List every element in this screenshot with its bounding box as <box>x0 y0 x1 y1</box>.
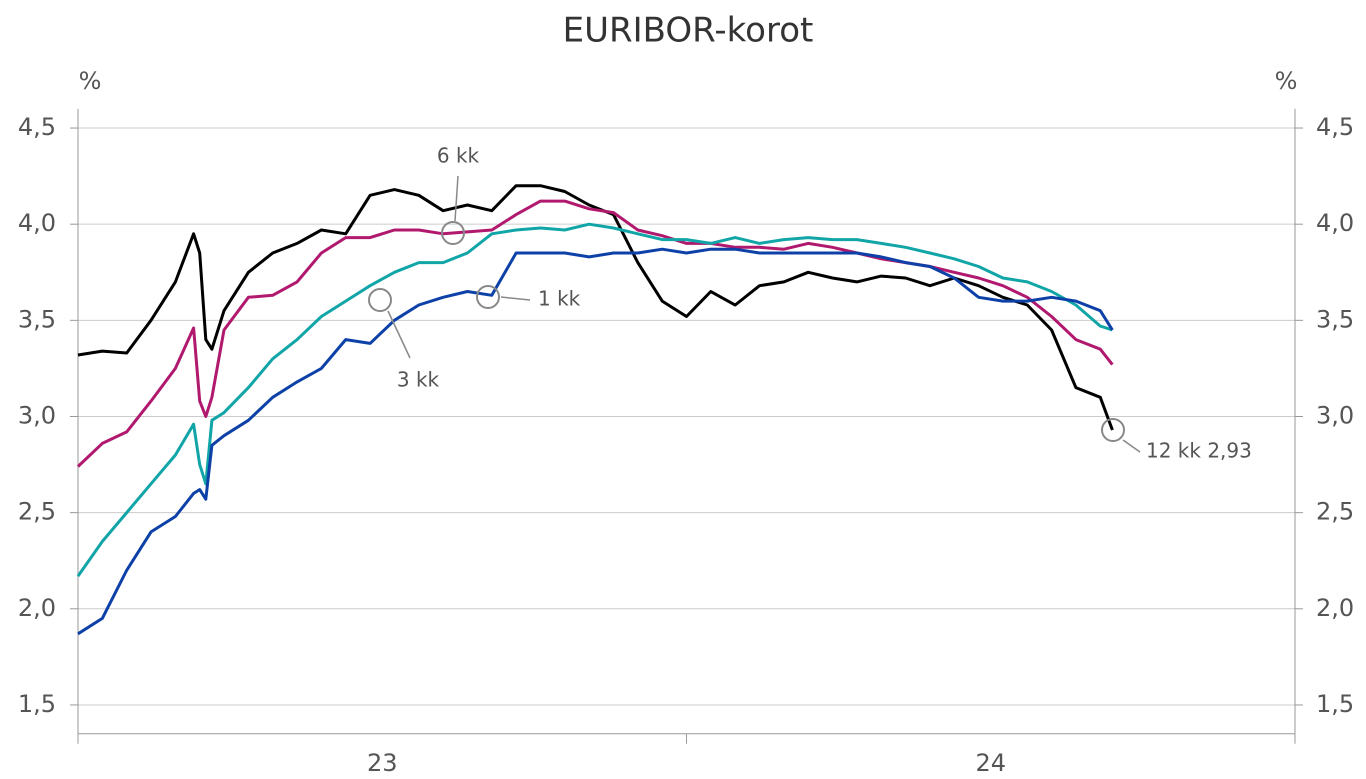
y-tick-label: 3,0 <box>18 401 56 429</box>
y2-tick-label: 1,5 <box>1316 690 1354 718</box>
annotation-leader <box>500 296 531 301</box>
annotation-circle <box>368 288 392 312</box>
series-line <box>77 247 1114 636</box>
y-tick-label: 4,5 <box>18 113 56 141</box>
x-tick-label: 23 <box>367 749 398 777</box>
annotation-leader <box>387 310 411 359</box>
series-line <box>77 184 1114 431</box>
y-axis-label: % <box>79 67 102 95</box>
y2-axis-label: % <box>1275 67 1298 95</box>
y-tick-label: 2,5 <box>18 498 56 526</box>
y2-tick-label: 2,5 <box>1316 498 1354 526</box>
y-tick-label: 2,0 <box>18 594 56 622</box>
y-tick-label: 1,5 <box>18 690 56 718</box>
series-line <box>76 222 1113 577</box>
annotation-circle <box>476 285 500 309</box>
series-line <box>76 199 1114 468</box>
annotation-leader <box>454 175 459 222</box>
annotation-leader <box>1122 439 1141 453</box>
y2-tick-label: 3,5 <box>1316 305 1354 333</box>
annotation: 12 kk 2,93 <box>1146 439 1252 463</box>
annotation: 1 kk <box>538 287 581 311</box>
annotation-circle <box>441 221 465 245</box>
annotation-circle <box>1101 418 1125 442</box>
chart-title: EURIBOR-korot <box>563 11 814 51</box>
x-tick-label: 24 <box>975 749 1006 777</box>
y2-tick-label: 2,0 <box>1316 594 1354 622</box>
y-tick-label: 4,0 <box>18 209 56 237</box>
annotation: 3 kk <box>397 368 440 392</box>
y2-tick-label: 4,0 <box>1316 209 1354 237</box>
y2-tick-label: 4,5 <box>1316 113 1354 141</box>
annotation: 6 kk <box>437 144 480 168</box>
y2-tick-label: 3,0 <box>1316 401 1354 429</box>
y-tick-label: 3,5 <box>18 305 56 333</box>
